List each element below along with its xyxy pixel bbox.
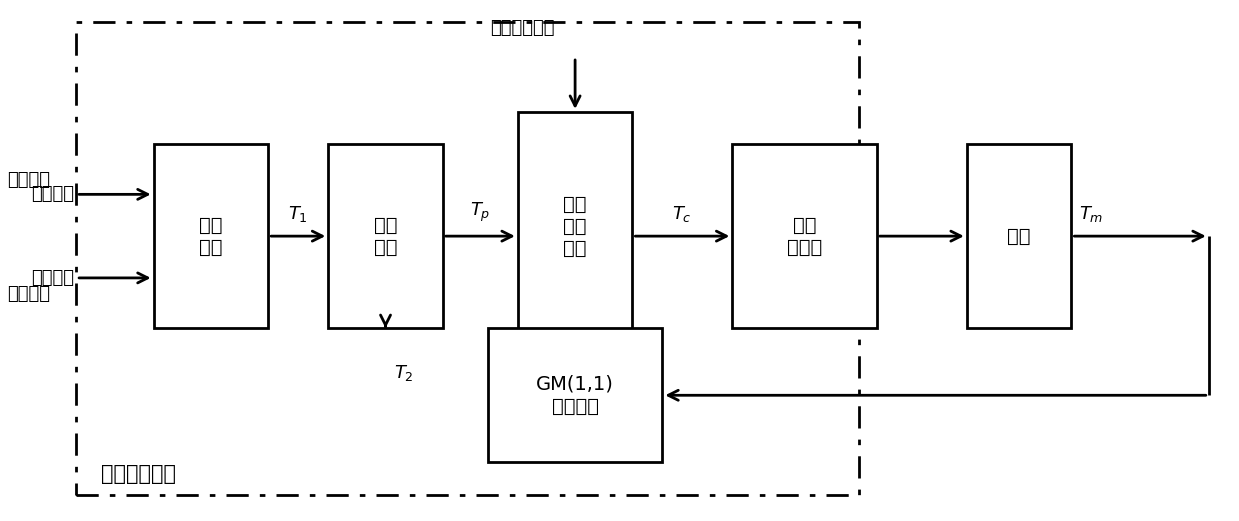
Text: $T_2$: $T_2$ bbox=[394, 363, 414, 383]
Bar bbox=[77, 22, 860, 495]
Text: 加权
组合: 加权 组合 bbox=[374, 216, 398, 257]
Text: 踏板
处理: 踏板 处理 bbox=[199, 216, 223, 257]
Bar bbox=[328, 144, 442, 328]
Text: 踏板信息: 踏板信息 bbox=[7, 285, 51, 303]
Bar bbox=[488, 328, 663, 463]
Text: 档位开关: 档位开关 bbox=[7, 171, 51, 189]
Text: $T_p$: $T_p$ bbox=[471, 201, 491, 224]
Text: 车辆状态信息: 车辆状态信息 bbox=[491, 19, 555, 37]
Bar bbox=[154, 144, 269, 328]
Text: GM(1,1)
灰色预测: GM(1,1) 灰色预测 bbox=[536, 375, 615, 416]
Text: 踏板信息: 踏板信息 bbox=[31, 269, 74, 287]
Text: 扭矩计算模块: 扭矩计算模块 bbox=[102, 464, 176, 484]
Text: 电机: 电机 bbox=[1007, 227, 1031, 245]
Bar bbox=[966, 144, 1072, 328]
Bar bbox=[732, 144, 877, 328]
Text: $T_m$: $T_m$ bbox=[1079, 204, 1104, 224]
Text: 功率
限制
模块: 功率 限制 模块 bbox=[564, 195, 587, 258]
Text: 电机
控制器: 电机 控制器 bbox=[787, 216, 823, 257]
Text: $T_c$: $T_c$ bbox=[673, 204, 693, 224]
Bar bbox=[518, 112, 632, 341]
Text: 档位开关: 档位开关 bbox=[31, 185, 74, 203]
Text: $T_1$: $T_1$ bbox=[289, 204, 309, 224]
